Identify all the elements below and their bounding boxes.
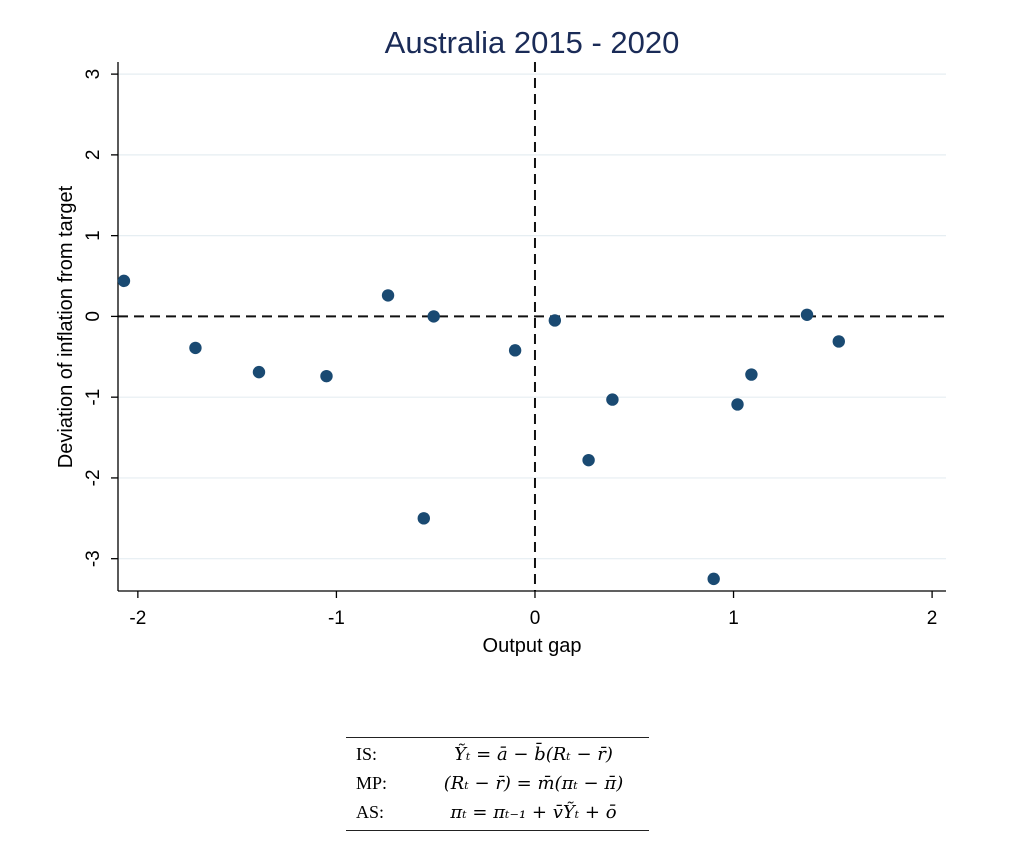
- data-point: [548, 314, 562, 327]
- chart-title: Australia 2015 - 2020: [385, 25, 680, 60]
- data-point: [707, 572, 720, 586]
- equation-name: MP:: [356, 773, 388, 793]
- equation-row-mp: MP: (Rₜ − r̄) = m̄(πₜ − π̄): [346, 769, 649, 798]
- x-tick-label: -1: [328, 608, 345, 629]
- y-tick-label: 3: [83, 69, 104, 80]
- data-points: [117, 274, 845, 586]
- equation-body: (Rₜ − r̄) = m̄(πₜ − π̄): [443, 773, 624, 794]
- data-point: [606, 393, 619, 406]
- data-point: [117, 274, 131, 288]
- tick-labels: -2 -1 0 1 2 -3 -2 -1 0 1 2 3: [83, 69, 937, 629]
- reference-lines: [118, 62, 946, 591]
- y-tick-label: -3: [83, 550, 104, 567]
- grid-lines: [118, 73, 946, 560]
- y-tick-label: 0: [83, 311, 104, 322]
- equation-name: IS:: [356, 744, 378, 764]
- data-point: [381, 289, 395, 302]
- data-point: [745, 368, 758, 381]
- x-tick-label: -2: [129, 608, 146, 629]
- y-tick-label: 2: [83, 150, 104, 161]
- data-point: [252, 365, 266, 379]
- axes: [111, 62, 946, 598]
- x-tick-label: 1: [728, 608, 739, 629]
- equation-body: Ỹₜ = ā − b̄(Rₜ − r̄): [454, 744, 613, 765]
- data-point: [800, 308, 814, 321]
- x-tick-label: 0: [530, 608, 541, 629]
- equation-row-as: AS: πₜ = πₜ₋₁ + v̄Ỹₜ + ō: [346, 798, 649, 827]
- data-point: [320, 369, 333, 383]
- x-axis-label: Output gap: [483, 635, 582, 657]
- data-point: [417, 512, 430, 525]
- data-point: [731, 398, 744, 411]
- y-tick-label: 1: [83, 230, 104, 241]
- y-axis-label: Deviation of inflation from target: [55, 185, 77, 468]
- data-point: [582, 453, 595, 467]
- data-point: [832, 335, 845, 348]
- data-point: [427, 310, 440, 323]
- equation-name: AS:: [356, 802, 385, 822]
- data-point: [189, 341, 202, 355]
- x-tick-label: 2: [927, 608, 938, 629]
- equation-row-is: IS: Ỹₜ = ā − b̄(Rₜ − r̄): [346, 740, 649, 769]
- y-tick-label: -2: [83, 469, 104, 486]
- equations-table: IS: Ỹₜ = ā − b̄(Rₜ − r̄) MP: (Rₜ − r̄) =…: [346, 737, 649, 831]
- data-point: [508, 344, 522, 357]
- y-tick-label: -1: [83, 389, 104, 406]
- equation-body: πₜ = πₜ₋₁ + v̄Ỹₜ + ō: [450, 802, 617, 823]
- scatter-chart: Australia 2015 - 2020 -2 -1 0 1 2-3-2-10123 …: [55, 25, 946, 657]
